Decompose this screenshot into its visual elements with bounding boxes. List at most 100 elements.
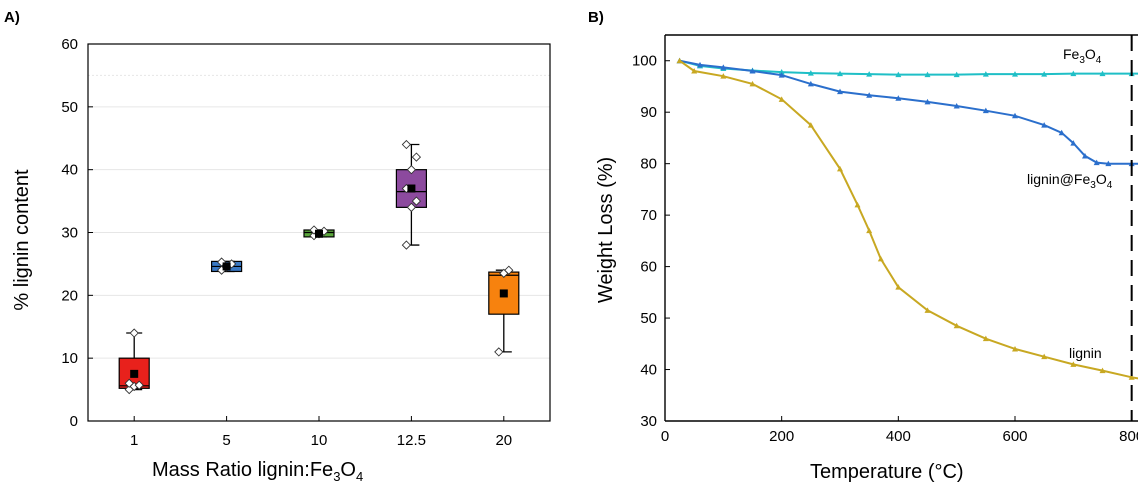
x-tick-label: 200 [769, 428, 794, 445]
series-line [679, 59, 1138, 380]
series-label: Fe3O4 [1063, 46, 1102, 66]
series-marker [1070, 140, 1077, 146]
y-tick-label: 50 [640, 310, 657, 327]
series-marker [1128, 374, 1135, 380]
series-marker [837, 88, 843, 95]
data-point [129, 328, 139, 338]
series-marker [807, 80, 814, 87]
panel-b-xlabel: Temperature (°C) [810, 461, 964, 483]
series-marker [1041, 353, 1048, 360]
series-marker [866, 227, 873, 234]
y-tick-label: 100 [632, 53, 657, 70]
data-point [411, 196, 422, 206]
y-tick-label: 90 [640, 104, 657, 121]
series-marker [1099, 367, 1106, 374]
y-tick-label: 40 [61, 162, 78, 179]
series-marker [895, 284, 902, 290]
series-marker [924, 71, 931, 78]
x-tick-label: 20 [495, 432, 512, 449]
series-marker [953, 103, 960, 109]
y-tick-label: 0 [70, 413, 78, 430]
series-marker [1099, 70, 1106, 77]
series-marker [720, 64, 727, 70]
series-marker [866, 71, 873, 77]
series-marker [807, 122, 814, 128]
data-point [504, 265, 514, 275]
mean-marker [407, 184, 416, 193]
series-marker [982, 335, 989, 342]
series-marker [866, 92, 873, 98]
series-label: lignin@Fe3O4 [1027, 171, 1113, 191]
series-marker [778, 72, 785, 78]
panel-a-boxplot: 0 10 20 30 40 50 60 1 5 10 12.5 20 [61, 36, 551, 449]
series-marker [895, 95, 902, 101]
series-marker [1070, 70, 1077, 77]
series-line [679, 59, 1138, 76]
panel-a-ylabel: % lignin content [11, 169, 33, 311]
series-marker [1058, 129, 1065, 136]
panel-a-label: A) [4, 9, 20, 26]
series-marker [749, 68, 756, 74]
data-point [309, 225, 319, 235]
x-tick-label: 5 [222, 432, 230, 449]
x-tick-label: 10 [311, 432, 328, 449]
series-marker [697, 61, 703, 68]
series-marker [1105, 160, 1112, 167]
series-marker [924, 98, 931, 105]
data-point [124, 378, 134, 388]
series-marker [1041, 122, 1048, 128]
y-tick-label: 70 [640, 207, 657, 224]
data-point [406, 165, 417, 175]
series-label: lignin [1069, 345, 1102, 361]
series-marker [778, 96, 785, 102]
x-tick-label: 12.5 [397, 432, 426, 449]
series-marker [837, 70, 843, 77]
series-marker [676, 57, 683, 64]
x-tick-label: 800 [1119, 428, 1138, 445]
panel-b-ylabel: Weight Loss (%) [595, 157, 617, 303]
x-tick-label: 400 [886, 428, 911, 445]
data-point [134, 380, 144, 390]
mean-marker [499, 289, 508, 298]
series-marker [953, 71, 960, 78]
y-tick-label: 10 [61, 350, 78, 367]
data-point [406, 202, 417, 213]
series-marker [1082, 152, 1088, 159]
series-marker [953, 322, 960, 329]
data-point [411, 152, 422, 162]
data-point [401, 139, 412, 150]
series-marker [837, 165, 843, 172]
series-marker [1012, 112, 1018, 119]
series-marker [982, 71, 989, 77]
series-marker [749, 80, 756, 87]
series-marker [1093, 159, 1100, 166]
data-point [216, 257, 227, 267]
x-tick-label: 1 [130, 432, 138, 449]
y-tick-label: 30 [640, 413, 657, 430]
y-tick-label: 20 [61, 287, 78, 304]
series-marker [720, 73, 727, 79]
series-marker [1041, 71, 1048, 77]
series-marker [877, 255, 884, 262]
x-tick-label: 0 [661, 428, 669, 445]
y-tick-label: 40 [640, 362, 657, 379]
data-point [494, 347, 504, 357]
panel-b-tga: 30 40 50 60 70 80 90 100 0 200 400 600 800 Fe3O4 ligni… [632, 34, 1138, 445]
mean-marker [130, 369, 139, 378]
series-marker [895, 71, 902, 78]
series-marker [1012, 345, 1018, 352]
y-tick-label: 60 [61, 36, 78, 53]
y-tick-label: 60 [640, 259, 657, 276]
y-tick-label: 50 [61, 99, 78, 116]
series-marker [691, 68, 698, 74]
series-line [679, 59, 1138, 165]
mean-marker [315, 229, 323, 238]
series-marker [854, 201, 861, 208]
data-point [401, 240, 412, 250]
y-tick-label: 80 [640, 156, 657, 173]
series-marker [982, 107, 989, 114]
series-marker [807, 70, 814, 76]
y-tick-label: 30 [61, 225, 78, 242]
x-tick-label: 600 [1002, 428, 1027, 445]
